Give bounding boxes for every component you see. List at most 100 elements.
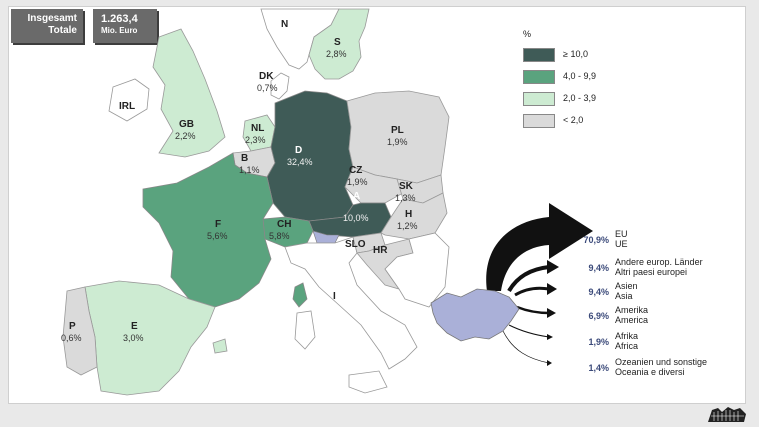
label-code-ch: CH: [277, 219, 291, 230]
country-sweden: [308, 8, 370, 80]
label-code-hr: HR: [373, 245, 388, 256]
export-pct: 9,4%: [588, 287, 609, 297]
label-code-nl: NL: [251, 123, 264, 134]
label-code-sk: SK: [399, 181, 414, 192]
label-code-cz: CZ: [349, 165, 362, 176]
label-pct-s: 2,8%: [326, 49, 347, 59]
export-pct: 6,9%: [588, 311, 609, 321]
country-uk: [152, 28, 226, 158]
legend-label: 2,0 - 3,9: [563, 93, 597, 103]
south-tyrol-enlarged: [430, 288, 520, 342]
country-portugal: [62, 286, 98, 376]
export-label-de: Ozeanien und sonstige: [615, 357, 708, 367]
map-panel: Insgesamt Totale 1.263,4 Mio. Euro: [8, 6, 746, 404]
export-pct: 1,4%: [588, 363, 609, 373]
country-france: [142, 152, 274, 308]
label-code-d: D: [295, 145, 302, 156]
export-label-de: Amerika: [615, 305, 649, 315]
total-value: 1.263,4: [101, 13, 138, 25]
label-code-dk: DK: [259, 71, 274, 82]
export-label-de: EU: [615, 229, 628, 239]
total-label-de: Insgesamt: [27, 13, 77, 24]
arrow-america: [516, 305, 550, 315]
label-pct-e: 3,0%: [123, 333, 144, 343]
label-code-irl: IRL: [119, 101, 135, 112]
label-pct-nl: 2,3%: [245, 135, 266, 145]
label-pct-ch: 5,8%: [269, 231, 290, 241]
label-code-h: H: [405, 209, 412, 220]
legend-swatch: [523, 92, 555, 106]
arrow-eu: [486, 203, 593, 291]
island-sardinia: [294, 310, 316, 350]
island-sicily: [348, 370, 388, 394]
arrow-oceania: [502, 330, 550, 364]
label-pct-gb: 2,2%: [175, 131, 196, 141]
total-unit: Mio. Euro: [101, 26, 138, 35]
export-label-it: America: [615, 315, 649, 325]
export-pct: 70,9%: [583, 235, 609, 245]
country-switzerland: [262, 216, 314, 248]
total-label-it: Totale: [48, 25, 77, 36]
label-code-pl: PL: [391, 125, 404, 136]
label-code-i: I: [333, 291, 336, 302]
arrow-asia-head: [547, 283, 557, 295]
legend: % ≥ 10,0 4,0 - 9,9 2,0 - 3,9 < 2,0: [523, 29, 643, 135]
label-pct-cz: 1,9%: [347, 177, 368, 187]
export-pct: 1,9%: [588, 337, 609, 347]
publisher-logo-icon: [708, 407, 746, 422]
label-code-gb: GB: [179, 119, 194, 130]
export-label-de: Asien: [615, 281, 638, 291]
label-pct-a: 10,0%: [343, 213, 369, 223]
legend-row: 2,0 - 3,9: [523, 91, 643, 113]
country-italy: [284, 236, 418, 370]
legend-swatch: [523, 114, 555, 128]
label-pct-p: 0,6%: [61, 333, 82, 343]
label-pct-f: 5,6%: [207, 231, 228, 241]
legend-swatch: [523, 48, 555, 62]
legend-title: %: [523, 29, 532, 39]
legend-label: < 2,0: [563, 115, 584, 125]
export-label-it: UE: [615, 239, 628, 249]
label-code-s: S: [334, 37, 341, 48]
legend-label: ≥ 10,0: [563, 49, 588, 59]
label-code-b: B: [241, 153, 248, 164]
arrow-europe-other-head: [547, 260, 559, 274]
legend-label: 4,0 - 9,9: [563, 71, 597, 81]
south-tyrol-region: [312, 230, 340, 244]
legend-row: 4,0 - 9,9: [523, 69, 643, 91]
legend-row: < 2,0: [523, 113, 643, 135]
island-mallorca: [212, 338, 228, 354]
export-label-it: Altri paesi europei: [615, 267, 688, 277]
label-code-slo: SLO: [345, 239, 366, 250]
label-pct-dk: 0,7%: [257, 83, 278, 93]
country-ireland: [108, 78, 150, 122]
balkans: [384, 232, 450, 308]
total-label-box: Insgesamt Totale: [11, 9, 83, 43]
label-code-f: F: [215, 219, 221, 230]
total-value-box: 1.263,4 Mio. Euro: [93, 9, 157, 43]
country-hungary: [380, 192, 448, 240]
export-label-de: Andere europ. Länder: [615, 257, 703, 267]
country-labels: N S 2,8% DK 0,7% IRL GB 2,2% NL 2,3% B 1…: [61, 19, 418, 343]
arrow-america-head: [547, 308, 556, 318]
export-label-de: Afrika: [615, 331, 639, 341]
legend-row: ≥ 10,0: [523, 47, 643, 69]
label-code-e: E: [131, 321, 138, 332]
label-pct-d: 32,4%: [287, 157, 313, 167]
label-pct-pl: 1,9%: [387, 137, 408, 147]
country-germany: [266, 90, 354, 222]
export-label-it: Oceania e diversi: [615, 367, 685, 377]
label-pct-b: 1,1%: [239, 165, 260, 175]
label-pct-h: 1,2%: [397, 221, 418, 231]
legend-swatch: [523, 70, 555, 84]
island-corsica: [292, 282, 308, 308]
arrow-africa: [508, 324, 550, 338]
arrow-africa-head: [547, 334, 553, 340]
country-denmark: [270, 72, 290, 100]
arrow-europe-other: [507, 265, 550, 293]
label-code-n: N: [281, 19, 288, 30]
label-code-a: A: [353, 191, 360, 202]
export-label-it: Asia: [615, 291, 633, 301]
label-code-p: P: [69, 321, 76, 332]
label-pct-sk: 1,3%: [395, 193, 416, 203]
